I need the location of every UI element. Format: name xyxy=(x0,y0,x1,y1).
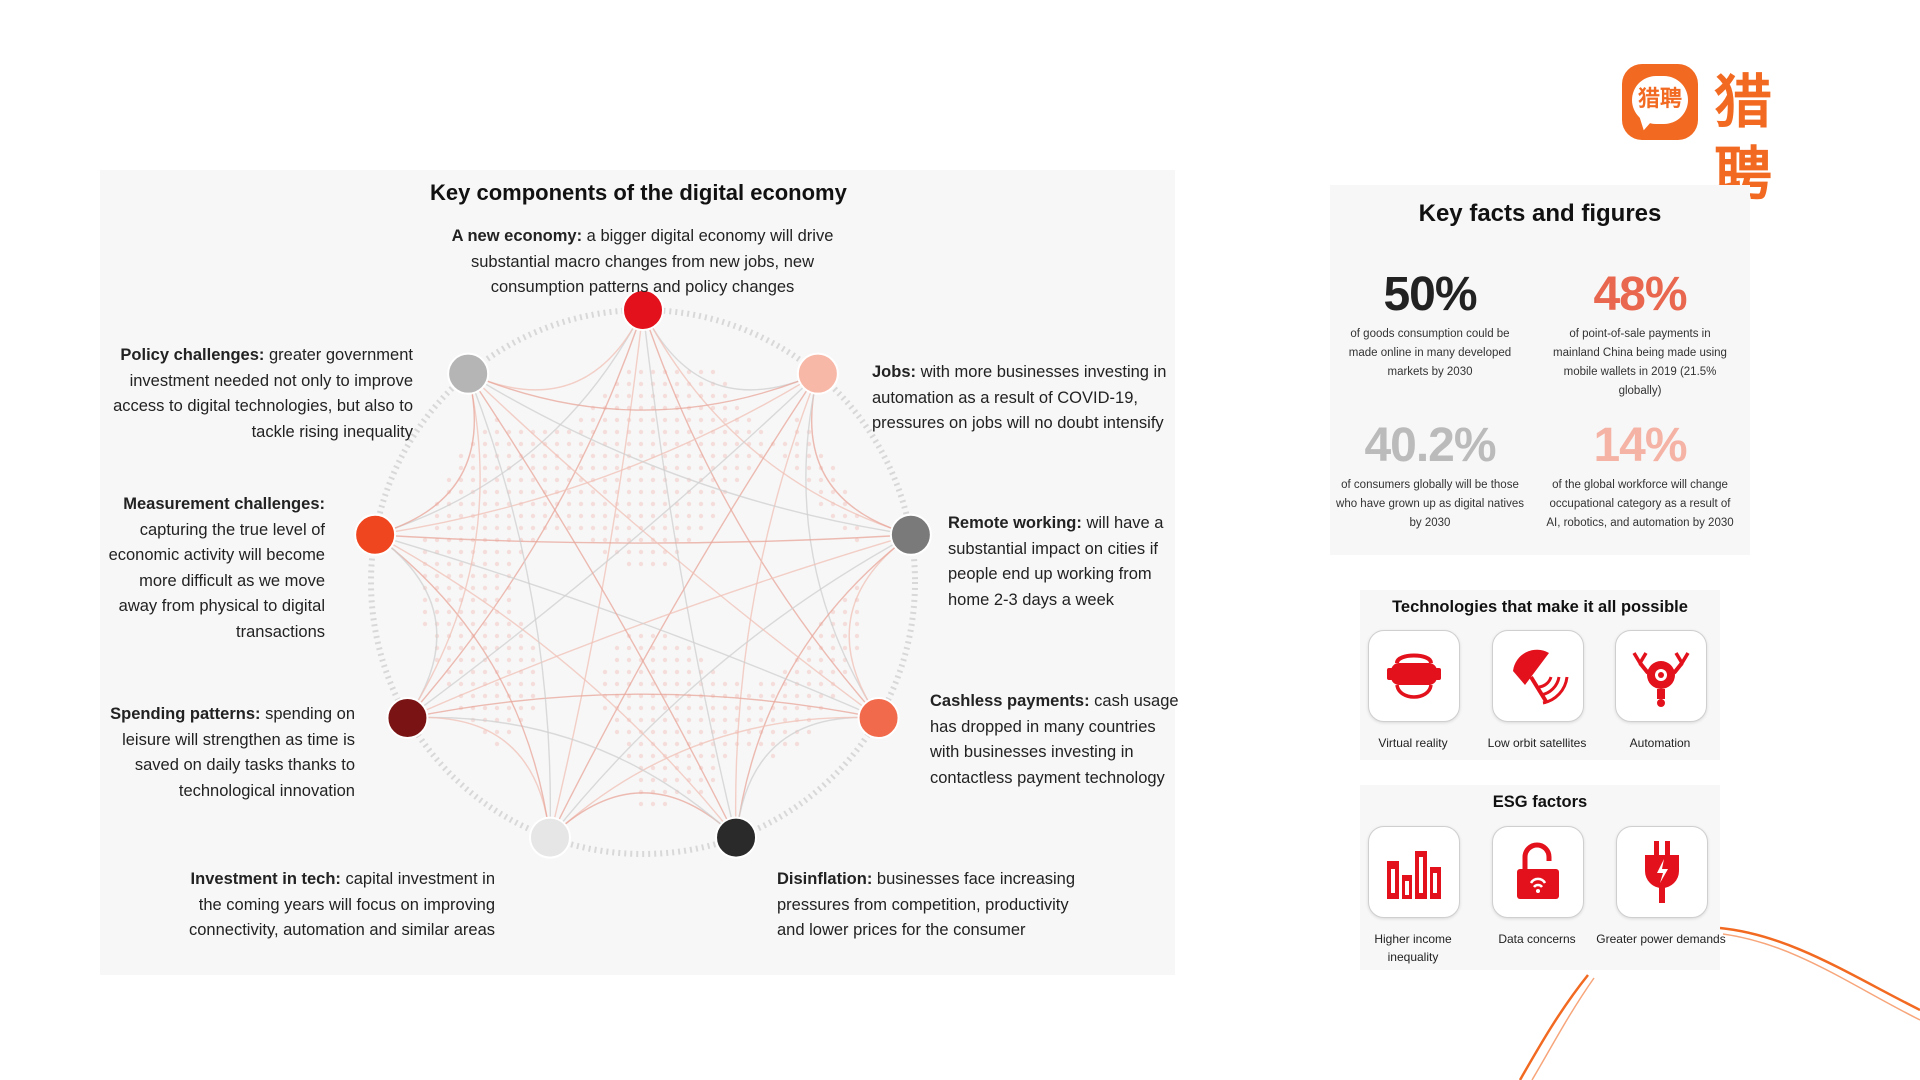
node-jobs xyxy=(796,352,839,395)
component-text: greater government investment needed not… xyxy=(113,346,413,441)
liepin-logo: 猎聘 猎聘 xyxy=(1622,64,1832,208)
logo-mark-text: 猎聘 xyxy=(1637,87,1682,112)
esg-label: Higher income inequality xyxy=(1374,932,1452,964)
node-measurement-challenges xyxy=(354,513,397,556)
component-investment-in-tech: Investment in tech: capital investment i… xyxy=(170,867,495,944)
fact-value: 14% xyxy=(1593,419,1687,472)
component-text: capital investment in the coming years w… xyxy=(188,870,495,939)
component-text: a bigger digital economy will drive subs… xyxy=(470,227,834,296)
node-disinflation xyxy=(715,816,758,859)
diagram-title: Key components of the digital economy xyxy=(430,180,847,205)
technologies-title: Technologies that make it all possible xyxy=(1392,598,1688,616)
fact-item: 40.2% of consumers globally will be thos… xyxy=(1335,418,1525,533)
component-text: capturing the true level of economic act… xyxy=(108,520,325,641)
component-heading: Jobs: xyxy=(872,363,917,381)
robot-arm-icon xyxy=(1615,630,1707,722)
node-policy-challenges xyxy=(447,352,490,395)
vr-headset-icon xyxy=(1368,630,1460,722)
component-remote-working: Remote working: will have a substantial … xyxy=(948,511,1178,613)
component-text: spending on leisure will strengthen as t… xyxy=(122,705,355,800)
component-text: cash usage has dropped in many countries… xyxy=(930,692,1179,787)
component-heading: Remote working: xyxy=(948,514,1082,532)
fact-item: 48% of point-of-sale payments in mainlan… xyxy=(1545,267,1735,401)
fact-value: 40.2% xyxy=(1364,419,1496,472)
fact-text: of consumers globally will be those who … xyxy=(1336,479,1524,529)
fact-text: of point-of-sale payments in mainland Ch… xyxy=(1553,328,1727,397)
technology-label: Low orbit satellites xyxy=(1487,736,1587,750)
component-heading: Policy challenges: xyxy=(120,346,265,364)
satellite-dish-icon xyxy=(1492,630,1584,722)
fact-value: 50% xyxy=(1383,268,1477,321)
node-remote-working xyxy=(889,513,932,556)
fact-value: 48% xyxy=(1593,268,1687,321)
component-jobs: Jobs: with more businesses investing in … xyxy=(872,360,1177,437)
component-new-economy: A new economy: a bigger digital economy … xyxy=(450,224,835,301)
component-text: will have a substantial impact on cities… xyxy=(948,514,1164,609)
facts-title: Key facts and figures xyxy=(1418,200,1662,227)
component-measurement-challenges: Measurement challenges: capturing the tr… xyxy=(100,492,325,645)
logo-mark: 猎聘 xyxy=(1622,64,1698,140)
fact-text: of goods consumption could be made onlin… xyxy=(1348,328,1512,378)
component-policy-challenges: Policy challenges: greater government in… xyxy=(105,343,413,445)
esg-label: Data concerns xyxy=(1498,932,1576,946)
component-disinflation: Disinflation: businesses face increasing… xyxy=(777,867,1097,944)
unlocked-padlock-icon xyxy=(1492,826,1584,918)
component-heading: Measurement challenges: xyxy=(123,495,325,513)
facts-panel xyxy=(1330,185,1750,555)
component-heading: Disinflation: xyxy=(777,870,873,888)
component-text: businesses face increasing pressures fro… xyxy=(777,870,1076,939)
esg-label: Greater power demands xyxy=(1596,932,1726,946)
node-new-economy xyxy=(622,289,664,331)
component-spending-patterns: Spending patterns: spending on leisure w… xyxy=(110,702,355,804)
component-heading: Cashless payments: xyxy=(930,692,1090,710)
component-text: with more businesses investing in automa… xyxy=(872,363,1167,432)
node-cashless-payments xyxy=(857,697,900,739)
component-heading: Spending patterns: xyxy=(110,705,261,723)
component-cashless-payments: Cashless payments: cash usage has droppe… xyxy=(930,689,1180,791)
fact-item: 50% of goods consumption could be made o… xyxy=(1335,267,1525,382)
power-plug-icon xyxy=(1616,826,1708,918)
component-heading: A new economy: xyxy=(451,227,583,245)
component-heading: Investment in tech: xyxy=(190,870,341,888)
technology-label: Automation xyxy=(1629,736,1691,750)
fact-text: of the global workforce will change occu… xyxy=(1546,479,1734,529)
esg-title: ESG factors xyxy=(1492,793,1588,811)
technology-label: Virtual reality xyxy=(1378,736,1448,750)
node-investment-in-tech xyxy=(528,816,571,859)
fact-item: 14% of the global workforce will change … xyxy=(1545,418,1735,533)
bar-chart-icon xyxy=(1368,826,1460,918)
logo-wordmark: 猎聘 xyxy=(1714,68,1775,208)
node-spending-patterns xyxy=(386,697,429,739)
